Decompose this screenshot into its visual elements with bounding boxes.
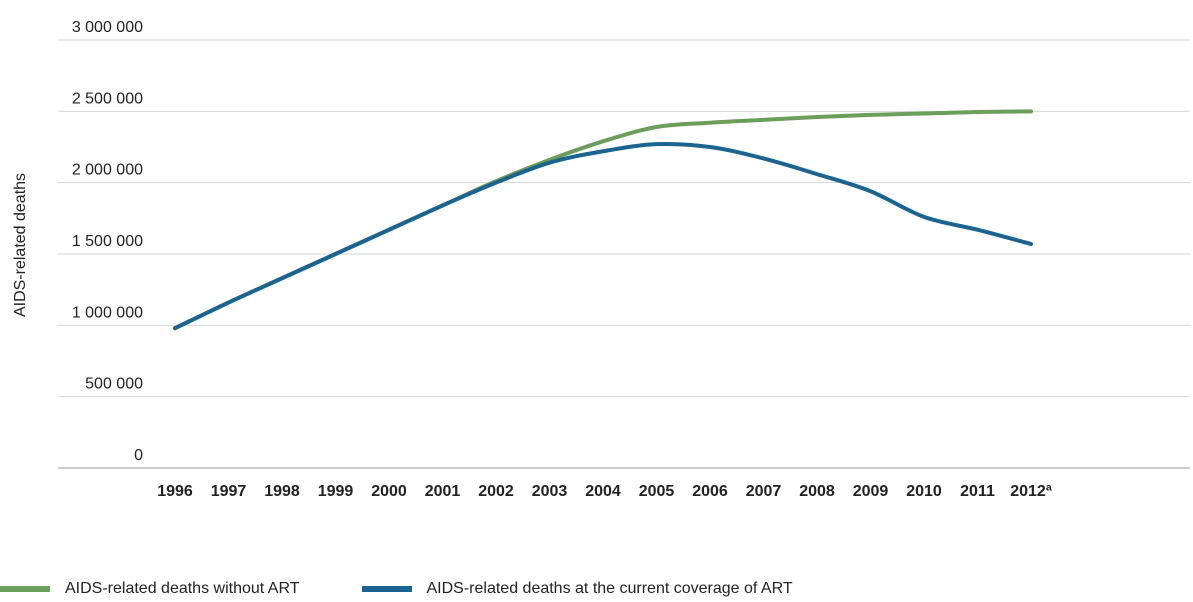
y-tick-label: 3 000 000 bbox=[72, 19, 143, 36]
legend-label-without-art: AIDS-related deaths without ART bbox=[65, 580, 300, 597]
legend-label-current-art: AIDS-related deaths at the current cover… bbox=[426, 580, 793, 597]
y-axis-label: AIDS-related deaths bbox=[12, 173, 29, 317]
x-tick-label: 2010 bbox=[906, 483, 942, 500]
y-tick-label: 2 000 000 bbox=[72, 162, 143, 179]
x-tick-label: 2007 bbox=[746, 483, 782, 500]
x-tick-label: 1997 bbox=[211, 483, 247, 500]
x-tick-label: 2009 bbox=[853, 483, 889, 500]
series-lines bbox=[173, 109, 1033, 331]
x-tick-label: 2004 bbox=[585, 483, 621, 500]
x-tick-label: 1999 bbox=[318, 483, 354, 500]
x-tick-label: 1996 bbox=[157, 483, 193, 500]
x-tick-label: 2012ª bbox=[1010, 483, 1052, 500]
x-tick-label: 2008 bbox=[799, 483, 835, 500]
x-tick-label: 2011 bbox=[960, 483, 995, 500]
y-axis-ticks: 0 500 000 1 000 000 1 500 000 2 000 000 2 500… bbox=[72, 19, 143, 464]
x-tick-label: 2003 bbox=[532, 483, 568, 500]
series-line-without-art bbox=[173, 109, 1033, 331]
legend-item-current-art: AIDS-related deaths at the current cover… bbox=[361, 580, 793, 598]
legend: AIDS-related deaths without ART AIDS-rel… bbox=[0, 580, 855, 598]
x-tick-label: 2005 bbox=[639, 483, 675, 500]
legend-swatch-current-art bbox=[361, 586, 412, 592]
x-tick-label: 2001 bbox=[425, 483, 461, 500]
y-tick-label: 0 bbox=[134, 447, 143, 464]
x-tick-label: 2006 bbox=[692, 483, 728, 500]
x-tick-label: 2002 bbox=[478, 483, 514, 500]
x-axis-ticks: 1996 1997 1998 1999 2000 2001 2002 2003 2004 2005… bbox=[157, 483, 1052, 500]
x-tick-label: 2000 bbox=[371, 483, 407, 500]
legend-item-without-art: AIDS-related deaths without ART bbox=[0, 580, 300, 598]
y-tick-label: 1 000 000 bbox=[72, 304, 143, 321]
grid bbox=[58, 39, 1190, 469]
y-tick-label: 1 500 000 bbox=[72, 233, 143, 250]
y-tick-label: 2 500 000 bbox=[72, 90, 143, 107]
y-tick-label: 500 000 bbox=[85, 376, 143, 393]
series-line-current-art bbox=[173, 141, 1033, 331]
x-tick-label: 1998 bbox=[264, 483, 300, 500]
legend-swatch-without-art bbox=[0, 586, 50, 592]
